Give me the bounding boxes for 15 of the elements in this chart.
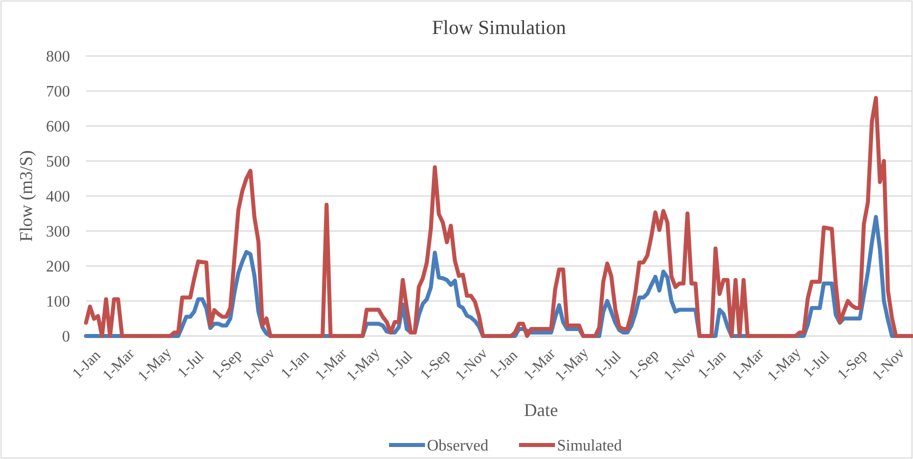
y-tick-label: 100	[46, 294, 70, 311]
y-tick-label: 500	[46, 154, 70, 171]
y-tick-label: 600	[46, 118, 70, 136]
y-tick-label: 0	[62, 328, 70, 346]
y-tick-label: 400	[46, 188, 70, 206]
y-tick-label: 800	[46, 48, 70, 66]
legend-label: Observed	[427, 438, 488, 455]
x-axis-title: Date	[524, 400, 558, 420]
y-tick-label: 700	[46, 84, 70, 101]
legend-label: Simulated	[557, 438, 622, 455]
chart-title: Flow Simulation	[432, 17, 566, 39]
y-axis-title: Flow (m3/S)	[16, 150, 36, 242]
y-tick-label: 300	[46, 224, 70, 241]
y-tick-label: 200	[46, 258, 70, 276]
line-series	[84, 96, 913, 338]
